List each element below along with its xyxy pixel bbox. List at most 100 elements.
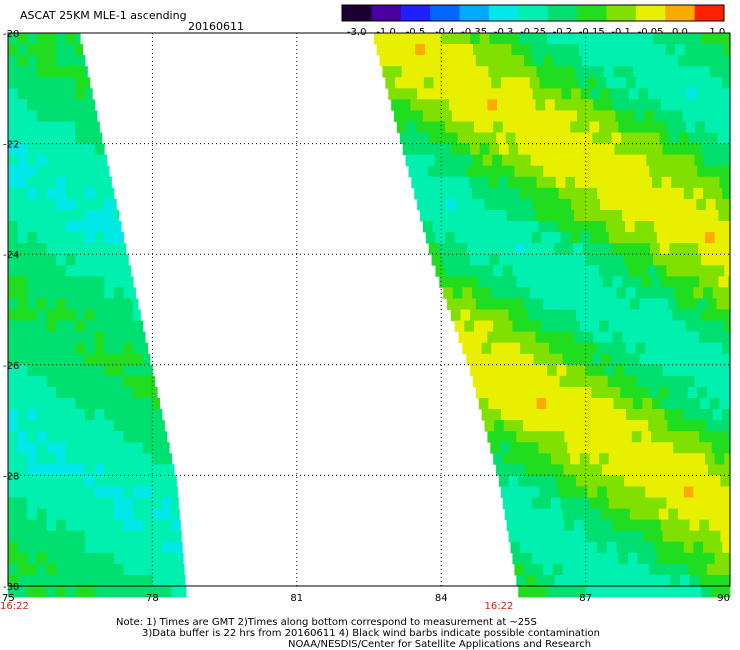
swath-cell	[639, 353, 650, 366]
swath-cell	[662, 586, 673, 598]
swath-cell	[85, 375, 96, 388]
swath-cell	[674, 486, 685, 498]
swath-cell	[17, 165, 28, 178]
swath-cell	[593, 331, 604, 344]
swath-cell	[104, 530, 115, 543]
swath-cell	[684, 154, 695, 167]
swath-cell	[46, 320, 57, 333]
swath-cell	[142, 342, 148, 355]
swath-cell	[658, 353, 669, 366]
swath-cell	[624, 309, 635, 321]
swath-cell	[658, 298, 669, 310]
swath-cell	[508, 309, 519, 321]
swath-cell	[554, 276, 565, 288]
swath-cell	[545, 331, 556, 344]
swath-cell	[487, 331, 498, 344]
swath-cell	[499, 110, 510, 122]
swath-cell	[113, 232, 124, 244]
swath-cell	[27, 364, 38, 377]
swath-cell	[543, 563, 554, 576]
swath-cell	[487, 276, 498, 288]
swath-cell	[614, 143, 625, 156]
swath-cell	[525, 331, 536, 344]
swath-cell	[583, 431, 594, 443]
swath-cell	[668, 386, 679, 399]
swath-cell	[549, 342, 560, 355]
swath-cell	[588, 154, 599, 167]
swath-cell	[598, 154, 609, 167]
swath-cell	[94, 309, 105, 321]
swath-cell	[597, 409, 608, 421]
swath-cell	[604, 254, 615, 266]
swath-cell	[476, 132, 487, 144]
swath-cell	[94, 154, 105, 167]
swath-cell	[546, 66, 557, 78]
swath-cell	[104, 320, 115, 333]
swath-cell	[635, 409, 646, 421]
swath-cell	[27, 265, 38, 277]
swath-cell	[527, 364, 538, 377]
swath-cell	[706, 353, 717, 366]
swath-cell	[123, 486, 134, 498]
swath-cell	[113, 563, 124, 576]
swath-cell	[585, 254, 596, 266]
swath-cell	[677, 420, 688, 432]
swath-cell	[123, 254, 129, 266]
swath-cell	[479, 254, 490, 266]
swath-cell	[17, 475, 28, 487]
swath-cell	[142, 486, 153, 498]
swath-cell	[545, 276, 556, 288]
swath-cell	[576, 110, 587, 122]
swath-cell	[695, 232, 706, 244]
swath-cell	[587, 187, 598, 200]
swath-cell	[466, 165, 477, 178]
swath-cell	[665, 44, 676, 56]
swath-cell	[693, 77, 704, 89]
swath-cell	[519, 442, 530, 454]
swath-cell	[8, 221, 19, 233]
note-line-2: 3)Data buffer is 22 hrs from 20160611 4)…	[142, 628, 600, 639]
swath-cell	[525, 99, 536, 111]
swath-cell	[440, 176, 451, 189]
swath-cell	[612, 331, 623, 344]
swath-cell	[27, 254, 38, 266]
swath-cell	[104, 198, 115, 211]
swath-cell	[459, 176, 470, 189]
swath-cell	[75, 99, 86, 111]
swath-cell	[27, 77, 38, 89]
swath-cell	[65, 442, 76, 454]
swath-cell	[8, 464, 19, 476]
swath-cell	[589, 265, 600, 277]
swath-cell	[27, 552, 38, 565]
swath-cell	[27, 409, 38, 421]
swath-cell	[75, 77, 86, 89]
swath-cell	[453, 44, 464, 56]
swath-cell	[599, 232, 610, 244]
swath-cell	[123, 431, 134, 443]
swath-cell	[542, 420, 553, 432]
swath-cell	[639, 386, 650, 399]
swath-cell	[75, 243, 86, 255]
swath-cell	[668, 298, 679, 310]
swath-cell	[527, 586, 538, 598]
swath-cell	[614, 33, 625, 45]
swath-cell	[8, 409, 19, 421]
swath-cell	[726, 165, 731, 178]
swath-cell	[714, 320, 725, 333]
swath-cell	[718, 574, 729, 587]
swath-cell	[152, 453, 163, 465]
swath-cell	[555, 176, 566, 189]
swath-cell	[491, 409, 502, 421]
swath-cell	[655, 375, 666, 388]
swath-cell	[653, 110, 664, 122]
swath-cell	[570, 121, 581, 133]
swath-cell	[601, 386, 612, 399]
swath-cell	[472, 77, 483, 89]
swath-cell	[46, 121, 57, 133]
swath-cell	[539, 77, 550, 89]
swath-cell	[65, 165, 76, 178]
swath-cell	[581, 563, 592, 576]
swath-cell	[574, 276, 585, 288]
swath-cell	[123, 464, 134, 476]
swath-cell	[628, 420, 639, 432]
